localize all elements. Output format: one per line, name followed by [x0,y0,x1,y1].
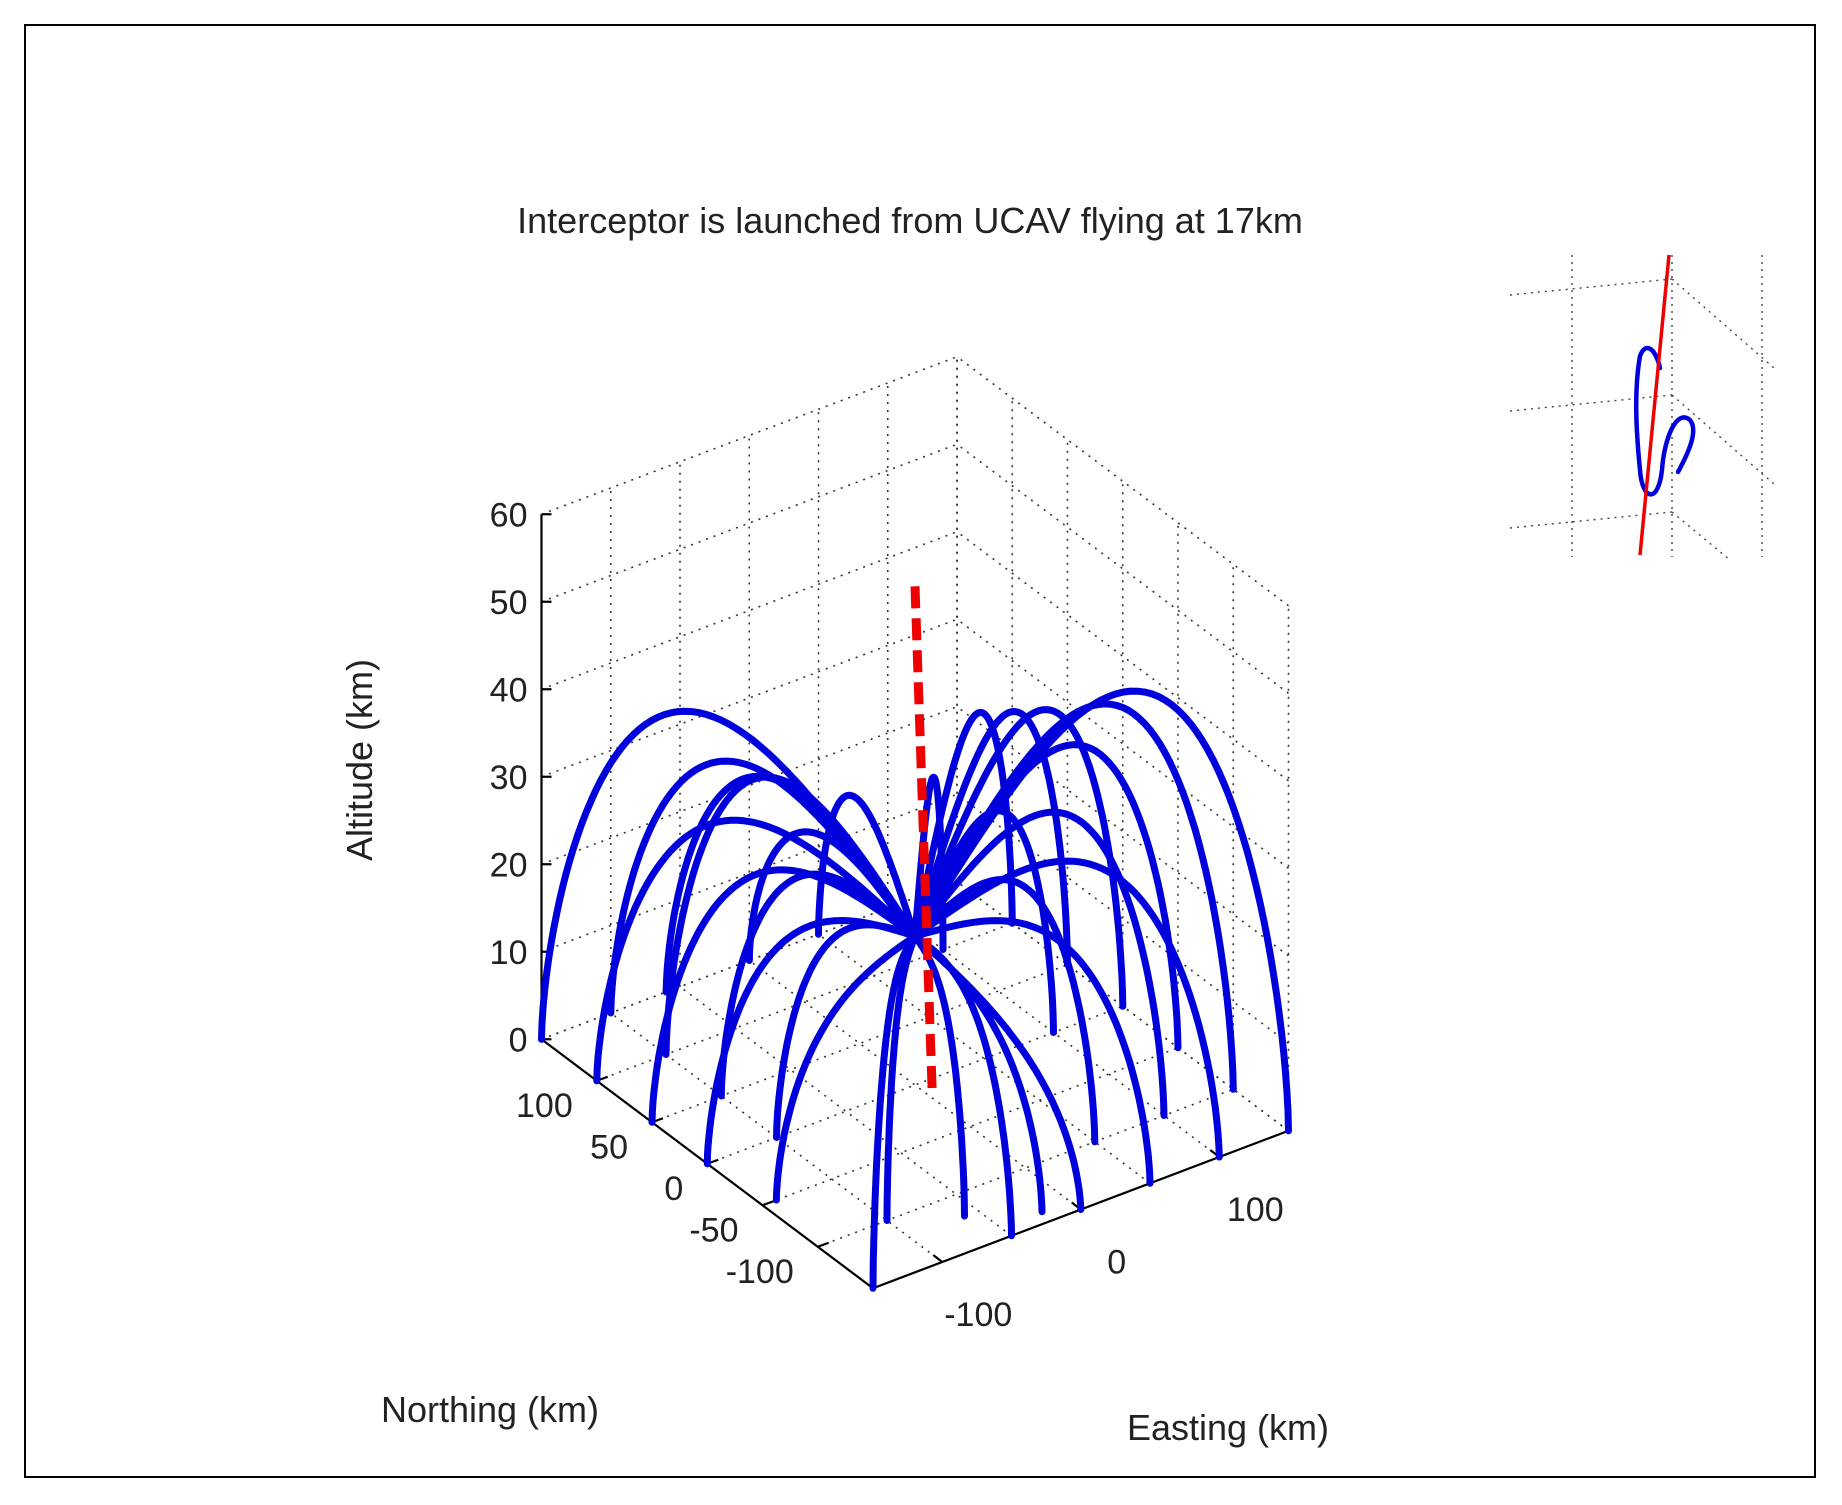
back-wall-grid-line [541,618,958,778]
interceptor-trajectory [648,866,919,1126]
interceptor-trajectory [911,808,1168,1119]
inset-grid-line [1509,511,1673,529]
interceptor-trajectory [773,921,919,1141]
side-wall-grid-line [956,443,1289,694]
floor-grid-line [762,1047,1179,1206]
back-wall-grid-line [541,356,958,515]
interceptor-trajectory [607,757,919,1017]
x-axis-title: Easting (km) [1127,1407,1329,1448]
inset-grid-line [1671,394,1775,485]
y-tick-label: -50 [689,1211,738,1249]
interceptor-trajectory [593,816,919,1085]
interceptor-trajectory [883,932,919,1224]
y-axis-tick [817,1241,830,1248]
interceptor-trajectory [772,932,919,1204]
interceptor-trajectory [869,932,919,1292]
inset-grid-line [1509,278,1673,296]
y-axis-tick [762,1200,774,1207]
z-tick-label: 60 [490,496,528,534]
interceptor-trajectory [662,773,919,1058]
y-tick-label: 0 [664,1170,683,1208]
interceptor-trajectory [815,791,919,940]
side-wall-grid-line [956,793,1289,1044]
z-tick-label: 10 [490,934,528,972]
x-tick-label: 100 [1227,1191,1284,1229]
interceptor-trajectory [911,708,1071,969]
side-wall-grid-line [956,356,1289,607]
y-axis-title: Northing (km) [381,1389,599,1430]
floor-grid-line [748,959,1082,1211]
back-wall-grid-line [541,531,958,690]
interceptor-trajectory [717,870,919,1100]
chart-title: Interceptor is launched from UCAV flying… [517,200,1303,241]
z-tick-label: 20 [490,846,528,884]
target-trajectory [910,586,937,1089]
y-tick-label: 50 [590,1128,628,1166]
inset-grid-line [1671,511,1731,561]
inset-target-segment [1638,254,1671,556]
y-tick-label: -100 [726,1253,794,1291]
x-tick-label: 0 [1107,1244,1126,1282]
z-tick-label: 0 [509,1021,528,1059]
side-wall-grid-line [956,706,1289,957]
z-tick-label: 30 [490,759,528,797]
x-axis-tick [932,1254,943,1263]
inset-grid-line [1671,278,1775,369]
y-tick-label: 100 [516,1087,573,1125]
interceptor-trajectory [911,932,1015,1240]
side-wall-grid-line [956,618,1289,869]
interceptor-trajectory [911,741,1182,1052]
floor-grid-line [706,1005,1124,1165]
inset-zoom-view [1509,254,1775,561]
back-wall-grid-line [541,706,958,865]
side-wall-grid-line [956,531,1289,782]
z-axis-title: Altitude (km) [339,659,380,861]
data-layer [538,586,1292,1292]
inset-interceptor-loop [1633,345,1696,497]
inset-grid-line [1509,394,1673,412]
interceptor-trajectory [911,917,1154,1187]
interceptor-trajectory [911,876,1099,1146]
interceptor-trajectory [745,828,919,964]
x-tick-label: -100 [944,1296,1012,1334]
z-tick-label: 40 [490,671,528,709]
back-wall-grid-line [541,443,958,603]
z-tick-label: 50 [490,584,528,622]
